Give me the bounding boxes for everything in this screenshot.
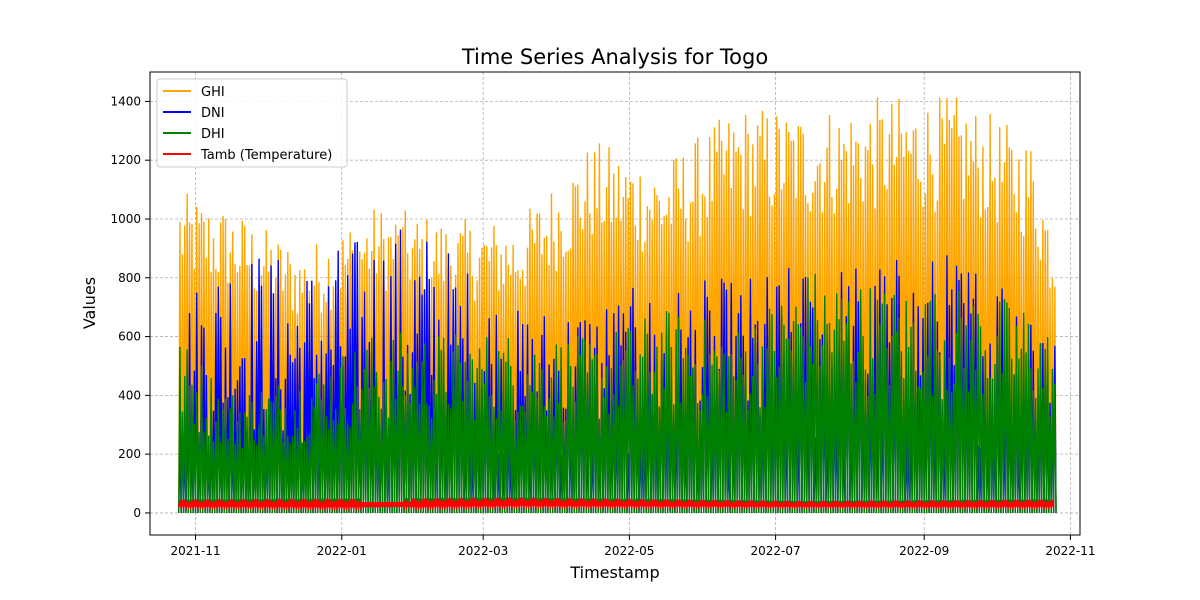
y-tick-label: 400 xyxy=(118,388,141,402)
legend-label: GHI xyxy=(201,85,225,100)
x-tick-label: 2022-11 xyxy=(1045,544,1095,558)
x-axis-title: Timestamp xyxy=(569,563,659,582)
axes-frame xyxy=(149,71,1081,536)
y-tick-label: 800 xyxy=(118,271,141,285)
legend-box xyxy=(156,78,348,168)
legend-label: DHI xyxy=(201,127,225,142)
legend: GHI DNI DHI Tamb (Temperature) xyxy=(156,78,348,168)
y-tick-label: 600 xyxy=(118,330,141,344)
series-dhi xyxy=(178,273,1057,513)
y-axis: 0 200 400 600 800 1000 1200 1400 xyxy=(110,94,150,520)
x-axis: 2021-11 2022-01 2022-03 2022-05 2022-07 2022-… xyxy=(170,535,1095,558)
x-tick-label: 2021-11 xyxy=(170,544,220,558)
legend-label: DNI xyxy=(201,106,225,121)
x-tick-label: 2022-01 xyxy=(317,544,367,558)
chart-title: Time Series Analysis for Togo xyxy=(461,45,768,69)
series-tamb xyxy=(177,496,1055,512)
y-tick-label: 0 xyxy=(133,506,141,520)
y-axis-title: Values xyxy=(80,277,99,329)
legend-label: Tamb (Temperature) xyxy=(200,148,332,163)
y-tick-label: 1200 xyxy=(110,153,141,167)
y-tick-label: 1000 xyxy=(110,212,141,226)
y-tick-label: 1400 xyxy=(110,94,141,108)
x-tick-label: 2022-03 xyxy=(458,544,508,558)
x-tick-label: 2022-07 xyxy=(751,544,801,558)
x-tick-label: 2022-05 xyxy=(604,544,654,558)
y-tick-label: 200 xyxy=(118,447,141,461)
plot-area xyxy=(177,97,1057,513)
x-tick-label: 2022-09 xyxy=(899,544,949,558)
